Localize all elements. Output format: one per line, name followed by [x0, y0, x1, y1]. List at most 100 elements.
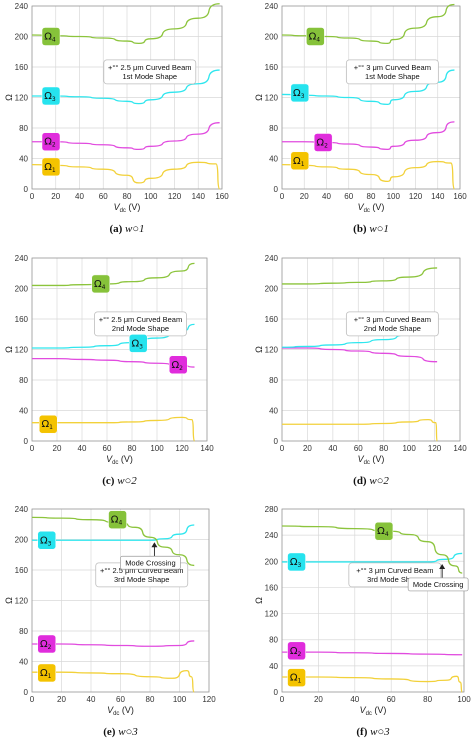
- badge-omega4: Ω4: [374, 521, 394, 541]
- badge-label: Ω1: [44, 162, 56, 174]
- badge-omega2: Ω2: [287, 641, 306, 661]
- x-tick-label: 20: [314, 695, 323, 704]
- x-tick-label: 80: [423, 695, 432, 704]
- x-tick-label: 40: [322, 192, 331, 201]
- series-line-omega2: [282, 121, 455, 151]
- series-line-omega2: [32, 122, 220, 151]
- x-tick-label: 60: [344, 192, 353, 201]
- annotation-frame: [345, 59, 439, 85]
- y-tick-label: 120: [265, 94, 279, 103]
- badge-box: [37, 531, 56, 550]
- y-tick-label: 200: [15, 536, 29, 545]
- y-tick-label: 240: [15, 505, 29, 514]
- y-axis-label: Ω: [4, 597, 14, 604]
- x-tick-label: 140: [453, 444, 467, 453]
- x-axis-label: Vdc (V): [107, 705, 134, 717]
- badge-box: [306, 27, 325, 46]
- x-tick-label: 40: [328, 444, 337, 453]
- x-axis-label: Vdc (V): [358, 202, 385, 214]
- y-tick-label: 0: [274, 437, 279, 446]
- annotation-line: +°° 3 μm Curved Beam: [354, 315, 431, 324]
- panel-caption: (b) w○1: [353, 223, 389, 235]
- badge-box: [374, 521, 394, 541]
- series-line-omega3: [32, 69, 220, 105]
- y-tick-label: 80: [269, 376, 278, 385]
- series-line-omega2: [32, 640, 195, 647]
- y-tick-label: 120: [15, 94, 29, 103]
- series-line-omega1: [282, 418, 438, 442]
- badge-box: [169, 355, 188, 374]
- badge-box: [41, 86, 61, 106]
- y-tick-label: 240: [265, 2, 279, 11]
- y-tick-label: 0: [24, 688, 29, 697]
- badge-omega2: Ω2: [169, 355, 188, 374]
- badge-omega3: Ω3: [287, 552, 306, 572]
- x-tick-label: 60: [116, 695, 125, 704]
- badge-label: Ω4: [94, 279, 106, 291]
- series-line-omega3: [31, 524, 195, 541]
- x-axis-label: Vdc (V): [106, 454, 133, 466]
- chart-panel-3: 0 40 80 120 160 200 240 0 20 40 60 80 100 120 140 Ω Vdc …: [254, 254, 467, 466]
- y-tick-label: 40: [19, 155, 28, 164]
- y-tick-label: 160: [265, 315, 279, 324]
- annotation-line: 2nd Mode Shape: [112, 324, 169, 333]
- x-tick-label: 120: [202, 695, 216, 704]
- y-tick-label: 200: [265, 33, 279, 42]
- plot-frame: [31, 5, 223, 190]
- series-line-omega3: [281, 69, 455, 106]
- y-axis-label: Ω: [254, 346, 264, 353]
- annotation-line: 3rd Mode Shape: [367, 575, 422, 584]
- x-tick-label: 120: [428, 444, 442, 453]
- series-line-omega3: [282, 552, 463, 563]
- y-tick-label: 120: [265, 610, 279, 619]
- x-axis-label: Vdc (V): [114, 202, 141, 214]
- chart-panel-0: 0 40 80 120 160 200 240 0 20 40 60 80 100 120 140 160 Ω V…: [4, 2, 229, 214]
- annotation-line: +°° 2.5 μm Curved Beam: [108, 63, 191, 72]
- y-tick-label: 0: [274, 185, 279, 194]
- y-tick-label: 80: [269, 124, 278, 133]
- badge-box: [313, 133, 333, 152]
- x-tick-label: 100: [150, 444, 164, 453]
- x-tick-label: 80: [146, 695, 155, 704]
- badge-box: [108, 510, 127, 529]
- y-tick-label: 200: [265, 285, 279, 294]
- chart-panel-5: 0 40 80 120 160 200 240 280 0 20 40 60 80 100 Ω Vdc (V)…: [254, 505, 471, 717]
- badge-label: Ω4: [309, 32, 321, 44]
- y-tick-label: 0: [274, 688, 279, 697]
- series-line-omega4: [282, 267, 438, 285]
- series-line-omega1: [282, 675, 463, 693]
- y-axis-label: Ω: [254, 94, 264, 101]
- plot-frame: [281, 508, 465, 693]
- x-tick-label: 80: [123, 192, 132, 201]
- annotation-line: 1st Mode Shape: [122, 72, 177, 81]
- badge-label: Ω1: [42, 419, 54, 431]
- x-tick-label: 20: [300, 192, 309, 201]
- badge-box: [41, 157, 61, 177]
- badge-omega1: Ω1: [290, 151, 310, 171]
- badge-label: Ω3: [290, 557, 302, 569]
- y-tick-label: 80: [269, 636, 278, 645]
- x-tick-label: 0: [30, 192, 35, 201]
- y-tick-label: 160: [15, 566, 29, 575]
- x-tick-label: 20: [51, 192, 60, 201]
- x-axis-label: Vdc (V): [360, 705, 387, 717]
- x-tick-label: 100: [402, 444, 416, 453]
- crossing-arrowhead: [439, 563, 446, 569]
- badge-label: Ω2: [316, 137, 328, 149]
- chart-panel-2: 0 40 80 120 160 200 240 0 20 40 60 80 100 120 140 Ω Vdc …: [4, 254, 214, 466]
- crossing-label-frame: [120, 555, 181, 570]
- y-tick-label: 40: [269, 155, 278, 164]
- badge-box: [37, 663, 56, 683]
- y-tick-label: 160: [15, 315, 29, 324]
- badge-label: Ω4: [377, 526, 389, 538]
- y-tick-label: 80: [19, 376, 28, 385]
- badge-omega4: Ω4: [41, 27, 61, 46]
- y-tick-label: 280: [265, 505, 279, 514]
- badge-omega3: Ω3: [37, 531, 56, 550]
- annotation-line: 2nd Mode Shape: [364, 324, 421, 333]
- series-line-omega4: [281, 525, 463, 574]
- x-tick-label: 0: [30, 444, 35, 453]
- annotation-line: +°° 3 μm Curved Beam: [354, 63, 431, 72]
- badge-omega1: Ω1: [39, 414, 58, 434]
